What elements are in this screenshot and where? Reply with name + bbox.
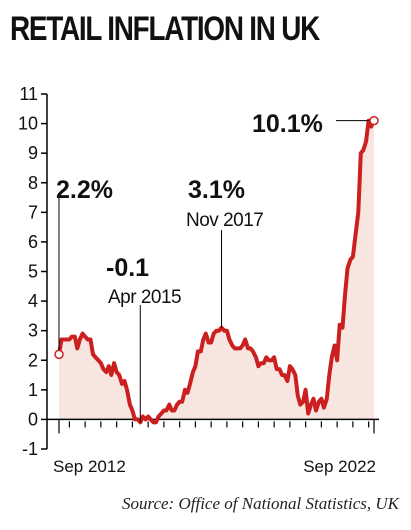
y-tick-label: 11: [19, 84, 38, 104]
annotation-value: -0.1: [106, 254, 149, 282]
x-tick-label: Sep 2012: [53, 457, 126, 476]
series-line: [57, 118, 376, 425]
data-point-marker: [369, 115, 379, 126]
y-tick-label: -1: [22, 439, 38, 459]
annotation-value: 2.2%: [56, 176, 113, 204]
y-tick-label: 1: [28, 380, 38, 400]
annotation-label: Nov 2017: [186, 210, 263, 231]
y-tick-label: 6: [28, 232, 38, 252]
y-tick-label: 7: [28, 202, 38, 222]
annotation-label: Apr 2015: [108, 287, 181, 308]
data-point-marker: [54, 349, 64, 360]
y-tick-label: 2: [28, 350, 38, 370]
y-tick-label: 5: [28, 262, 38, 282]
chart-title: RETAIL INFLATION IN UK: [10, 10, 320, 48]
source-note: Source: Office of National Statistics, U…: [121, 494, 399, 513]
y-tick-label: 8: [28, 173, 38, 193]
y-tick-label: 10: [18, 114, 38, 134]
x-tick-label: Sep 2022: [303, 457, 376, 476]
area-fill: [59, 120, 374, 423]
y-tick-label: 0: [28, 409, 38, 429]
y-tick-label: 3: [28, 321, 38, 341]
y-tick-label: 4: [28, 291, 38, 311]
annotation-value: 3.1%: [188, 176, 245, 204]
annotation-value: 10.1%: [252, 110, 323, 138]
y-tick-label: 9: [28, 143, 38, 163]
